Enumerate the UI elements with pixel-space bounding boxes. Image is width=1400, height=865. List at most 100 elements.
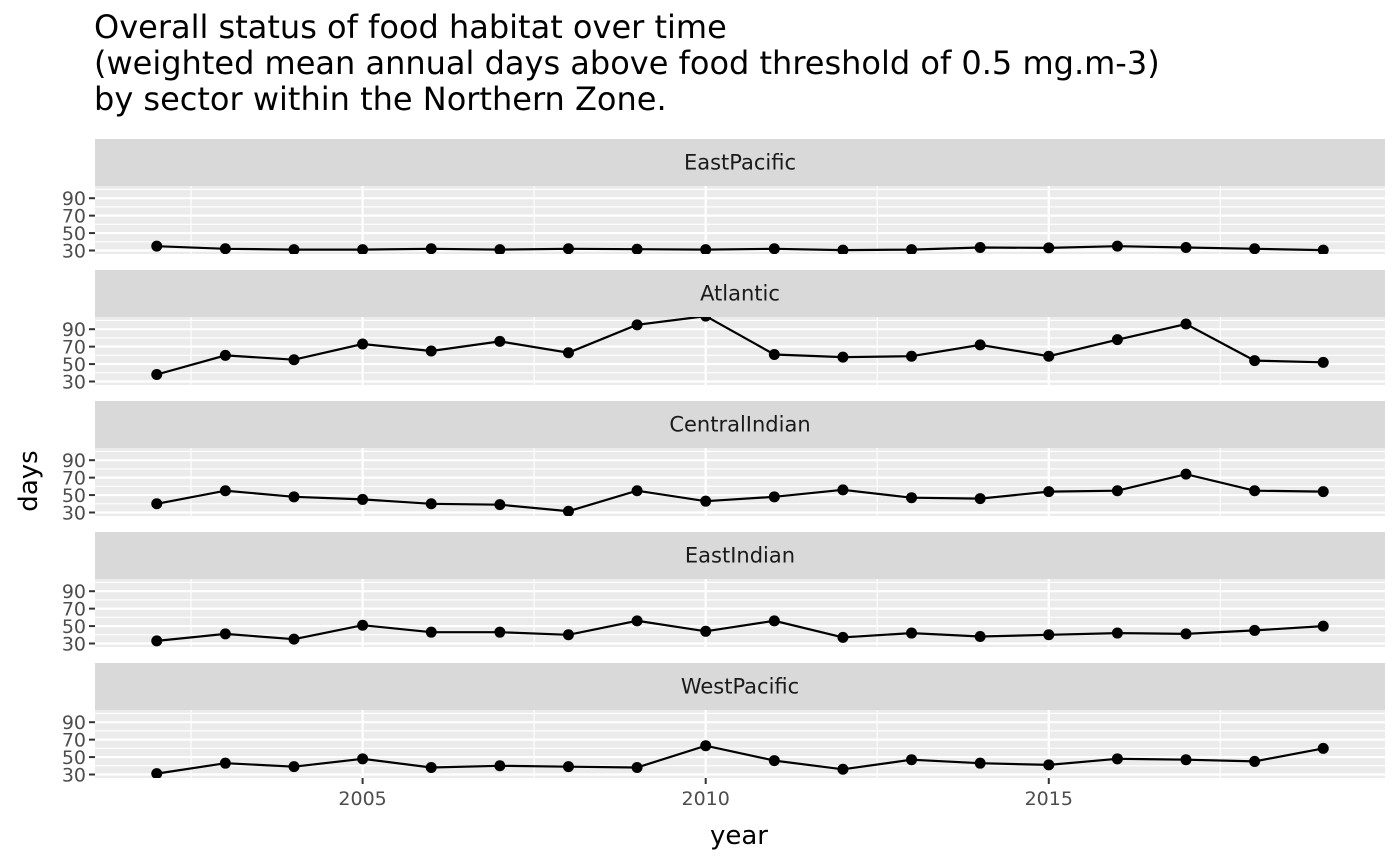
data-point [700,317,712,322]
data-point [219,485,231,497]
x-axis: 2005 2010 2015 [338,778,1073,810]
data-point [151,369,163,381]
data-point [1043,629,1055,641]
data-point [1043,759,1055,771]
chart-title-line-3: by sector within the Northern Zone. [94,80,667,118]
data-point [151,768,163,778]
data-point [974,757,986,769]
data-point [1317,742,1329,754]
data-point [974,339,986,351]
x-axis-title: year [710,821,768,851]
facet-strip [95,532,1385,579]
panel-plot-area [95,579,1385,647]
data-point [562,243,574,254]
panel-plot-area [95,710,1385,778]
data-point [151,498,163,510]
data-point [1180,241,1192,253]
x-tick-label: 2015 [1025,788,1073,810]
data-point [1249,624,1261,636]
data-point [906,754,918,766]
data-point [700,740,712,752]
data-point [1317,486,1329,498]
data-point [1317,620,1329,632]
data-point [1043,350,1055,362]
data-point [1180,754,1192,766]
data-point [1249,355,1261,367]
data-point [288,491,300,503]
data-point [288,244,300,254]
data-point [494,760,506,772]
y-tick-label: 30 [62,765,86,787]
data-point [768,348,780,360]
data-point [700,244,712,254]
data-point [288,354,300,366]
data-point [1043,486,1055,498]
data-point [425,626,437,638]
data-point [906,627,918,639]
data-point [631,762,643,774]
data-point [494,335,506,347]
data-point [1249,243,1261,254]
data-point [1180,318,1192,330]
data-point [425,345,437,357]
data-point [1111,240,1123,252]
data-point [700,495,712,507]
facet-strip [95,139,1385,186]
data-point [562,629,574,641]
data-point [494,499,506,511]
data-point [494,626,506,638]
panel-background [95,448,1385,516]
series-line-centralindian [156,473,1324,513]
panel-background [95,710,1385,778]
series-line-atlantic [156,317,1324,376]
y-tick-label: 90 [62,319,86,341]
data-point [357,244,369,254]
data-point [288,761,300,773]
panel-background [95,579,1385,647]
y-tick-label: 50 [62,616,86,638]
data-point [494,244,506,254]
y-tick-label: 70 [62,337,86,359]
facet-strip-label: WestPacific [681,675,799,699]
data-point [631,243,643,254]
data-point [631,485,643,497]
data-point [219,628,231,640]
data-point [357,338,369,350]
chart-title: Overall status of food habitat over time… [94,9,1160,117]
data-point [562,761,574,773]
data-point [974,241,986,253]
data-point [288,633,300,645]
y-axis-title: days [14,450,44,511]
panel-plot-area [95,186,1385,254]
x-tick-label: 2010 [682,788,730,810]
panel-background [95,186,1385,254]
data-point [151,240,163,252]
data-point [906,492,918,504]
data-point [425,243,437,254]
y-tick-label: 30 [62,241,86,263]
y-tick-label: 90 [62,450,86,472]
data-point [1249,755,1261,767]
data-point [151,635,163,647]
y-tick-label: 30 [62,372,86,394]
y-tick-label: 70 [62,730,86,752]
data-point [768,755,780,767]
y-tick-label: 70 [62,468,86,490]
data-point [837,244,849,254]
panel-plot-area [95,317,1385,385]
data-point [768,243,780,254]
y-tick-label: 70 [62,206,86,228]
data-point [357,753,369,765]
y-tick-label: 50 [62,354,86,376]
data-point [425,762,437,774]
y-tick-label: 90 [62,712,86,734]
data-point [1249,485,1261,497]
facet-strip-label: EastIndian [685,544,795,568]
chart-title-line-1: Overall status of food habitat over time [94,8,727,46]
y-tick-label: 50 [62,485,86,507]
